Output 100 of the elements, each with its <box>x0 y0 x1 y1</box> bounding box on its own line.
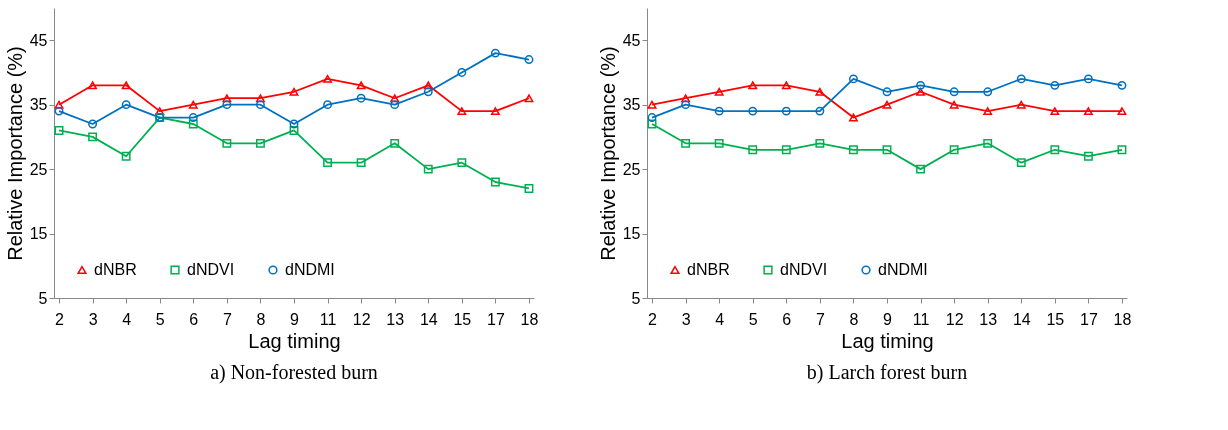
x-tick-label: 12 <box>352 310 371 328</box>
point <box>121 100 131 110</box>
y-tick-label: 25 <box>622 160 641 178</box>
point <box>88 132 98 142</box>
text: b) Larch forest burn <box>806 361 968 384</box>
point <box>916 80 926 90</box>
point <box>882 145 892 155</box>
point <box>323 158 333 168</box>
point <box>423 81 433 90</box>
point <box>255 138 265 148</box>
point <box>1016 100 1026 109</box>
x-tick-label: 3 <box>88 310 98 328</box>
y-tick-label: 15 <box>622 225 641 243</box>
point <box>748 145 758 155</box>
x-tick-label: 4 <box>122 310 132 328</box>
x-tick-label: 8 <box>849 310 859 328</box>
x-tick-label: 13 <box>979 310 998 328</box>
point <box>1083 107 1093 116</box>
point <box>647 100 657 109</box>
point <box>222 94 232 103</box>
point <box>255 100 265 110</box>
x-tick-label: 6 <box>782 310 792 328</box>
point <box>1016 158 1026 168</box>
point <box>748 106 758 116</box>
point <box>390 94 400 103</box>
point <box>1083 74 1093 84</box>
point <box>88 119 98 129</box>
point <box>882 87 892 97</box>
point <box>524 183 534 193</box>
point <box>848 113 858 122</box>
legend-label: dNDVI <box>780 261 828 278</box>
legend-label: dNBR <box>94 261 137 278</box>
point <box>815 106 825 116</box>
y-tick-label: 45 <box>29 31 48 49</box>
x-tick-label: 6 <box>189 310 199 328</box>
point <box>423 87 433 97</box>
point <box>1050 145 1060 155</box>
x-tick-label: 11 <box>912 310 930 328</box>
point <box>222 138 232 148</box>
point <box>356 93 366 103</box>
point <box>188 113 198 123</box>
x-tick-label: 15 <box>1046 310 1065 328</box>
point <box>54 106 64 116</box>
x-tick-label: 7 <box>815 310 825 328</box>
y-tick-label: 45 <box>622 31 641 49</box>
point <box>781 145 791 155</box>
point <box>155 107 165 116</box>
legend-label: dNDVI <box>187 261 235 278</box>
y-tick-label: 25 <box>29 160 48 178</box>
point <box>289 87 299 96</box>
point <box>121 81 131 90</box>
point <box>1117 145 1127 155</box>
y-tick-label: 15 <box>29 225 48 243</box>
point <box>1117 80 1127 90</box>
y-tick-label: 35 <box>622 96 641 114</box>
x-axis-title: Lag timing <box>841 329 934 352</box>
y-axis-title: Relative Importance (%) <box>3 46 26 261</box>
point <box>1016 74 1026 84</box>
x-tick-label: 4 <box>715 310 725 328</box>
point <box>647 119 657 129</box>
x-tick-label: 13 <box>386 310 405 328</box>
point <box>781 106 791 116</box>
x-tick-label: 9 <box>290 310 300 328</box>
point <box>983 138 993 148</box>
point <box>121 151 131 161</box>
point <box>188 119 198 129</box>
point <box>490 177 500 187</box>
point <box>188 100 198 109</box>
x-tick-label: 2 <box>55 310 65 328</box>
legend-label: dNDMI <box>285 261 335 278</box>
point <box>848 74 858 84</box>
point <box>54 100 64 109</box>
x-tick-label: 17 <box>1080 310 1098 328</box>
point <box>1083 151 1093 161</box>
point <box>983 87 993 97</box>
point <box>390 100 400 110</box>
x-tick-label: 11 <box>319 310 337 328</box>
x-tick-label: 2 <box>648 310 658 328</box>
point <box>524 55 534 65</box>
point <box>714 138 724 148</box>
point <box>490 107 500 116</box>
point <box>423 164 433 174</box>
y-axis-title: Relative Importance (%) <box>596 46 619 261</box>
x-tick-label: 7 <box>222 310 232 328</box>
legend-label: dNDMI <box>878 261 928 278</box>
point <box>1050 80 1060 90</box>
point <box>882 100 892 109</box>
x-tick-label: 18 <box>1113 310 1132 328</box>
x-tick-label: 14 <box>1012 310 1031 328</box>
point <box>54 125 64 135</box>
point <box>356 81 366 90</box>
point <box>647 113 657 123</box>
x-tick-label: 5 <box>748 310 758 328</box>
point <box>681 138 691 148</box>
point <box>815 138 825 148</box>
point <box>524 94 534 103</box>
point <box>356 158 366 168</box>
point <box>289 119 299 129</box>
point <box>714 87 724 96</box>
y-tick-label: 5 <box>631 289 641 307</box>
